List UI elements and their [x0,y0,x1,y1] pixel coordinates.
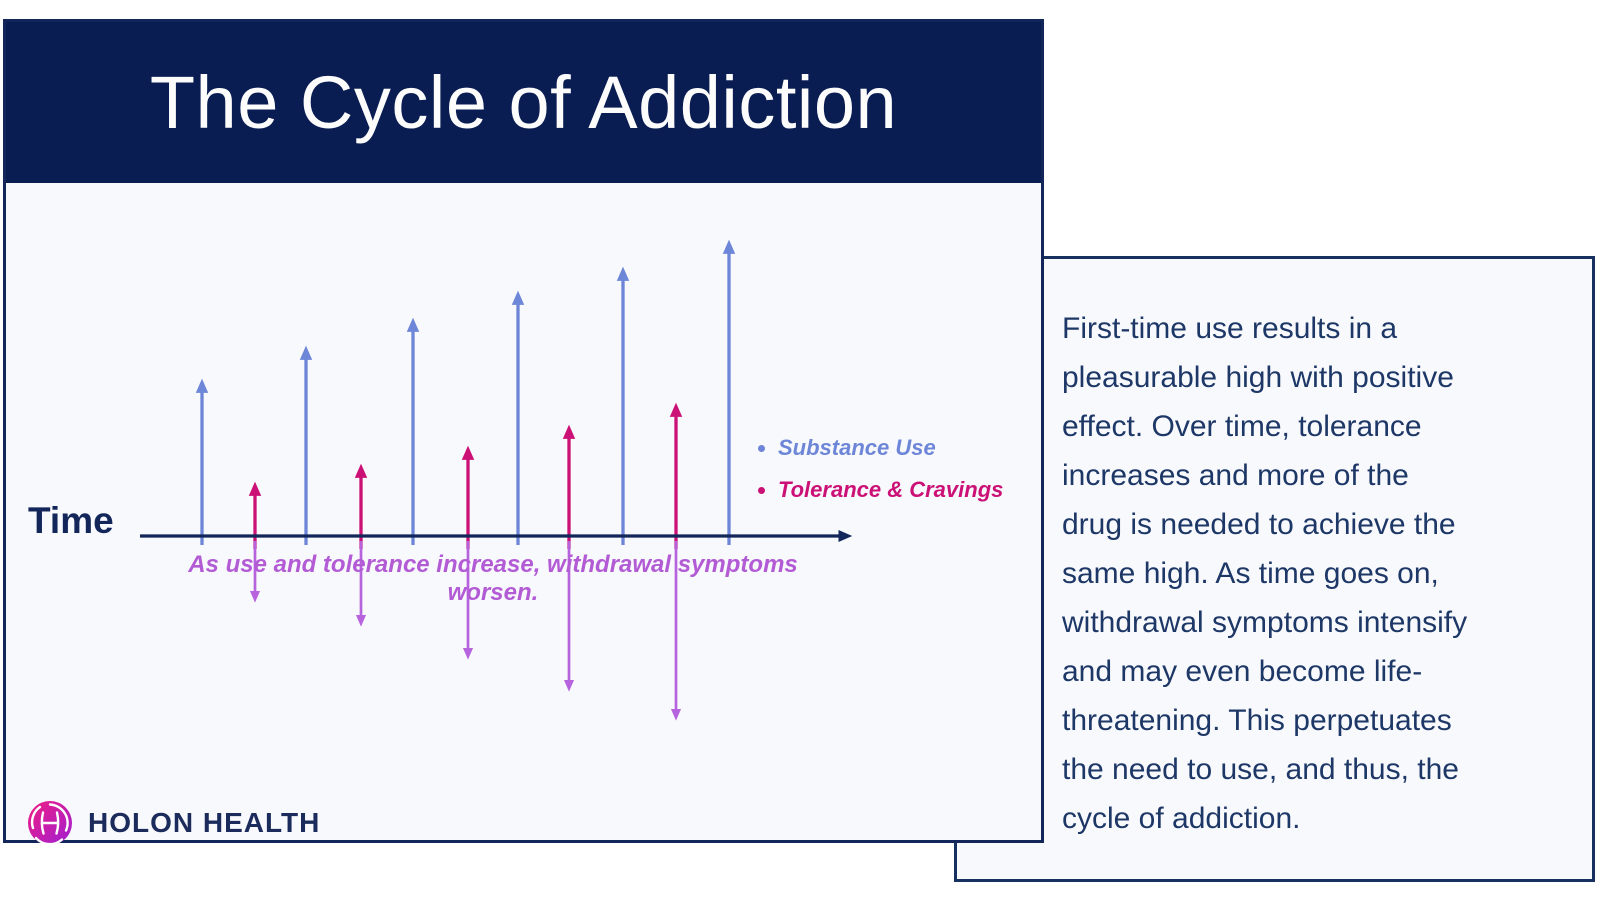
legend: Substance Use Tolerance & Cravings [758,433,1003,505]
brand-logo: HOLON HEALTH [26,799,320,847]
title-banner: The Cycle of Addiction [6,22,1041,183]
description-line: threatening. This perpetuates [1062,704,1452,737]
description-line: withdrawal symptoms intensify [1062,606,1468,639]
brand-name: HOLON HEALTH [88,807,321,838]
time-axis-label: Time [28,500,114,541]
legend-label: Substance Use [778,435,936,460]
tolerance-cravings-bullet-icon [758,486,765,494]
description-panel: First-time use results in a pleasurable h… [954,256,1595,882]
legend-item-substance-use: Substance Use [758,433,1003,463]
description-line: the need to use, and thus, the [1062,753,1459,786]
description-line: cycle of addiction. [1062,802,1301,835]
legend-item-tolerance-cravings: Tolerance & Cravings [758,475,1003,505]
legend-label: Tolerance & Cravings [778,477,1004,502]
page-title: The Cycle of Addiction [149,61,898,144]
description-line: effect. Over time, tolerance [1062,410,1422,443]
description-line: same high. As time goes on, [1062,557,1439,590]
chart-panel: The Cycle of Addiction [3,19,1044,846]
substance-use-bullet-icon [758,444,765,452]
description-line: and may even become life- [1062,655,1423,688]
holon-logo-icon [28,801,72,846]
description-line: pleasurable high with positive [1062,361,1454,394]
description-line: First-time use results in a [1062,312,1398,345]
chart-caption: As use and tolerance increase, withdrawa… [188,551,798,606]
description-text: First-time use results in a pleasurable h… [957,259,1592,843]
description-line: drug is needed to achieve the [1062,508,1456,541]
description-line: increases and more of the [1062,459,1409,492]
